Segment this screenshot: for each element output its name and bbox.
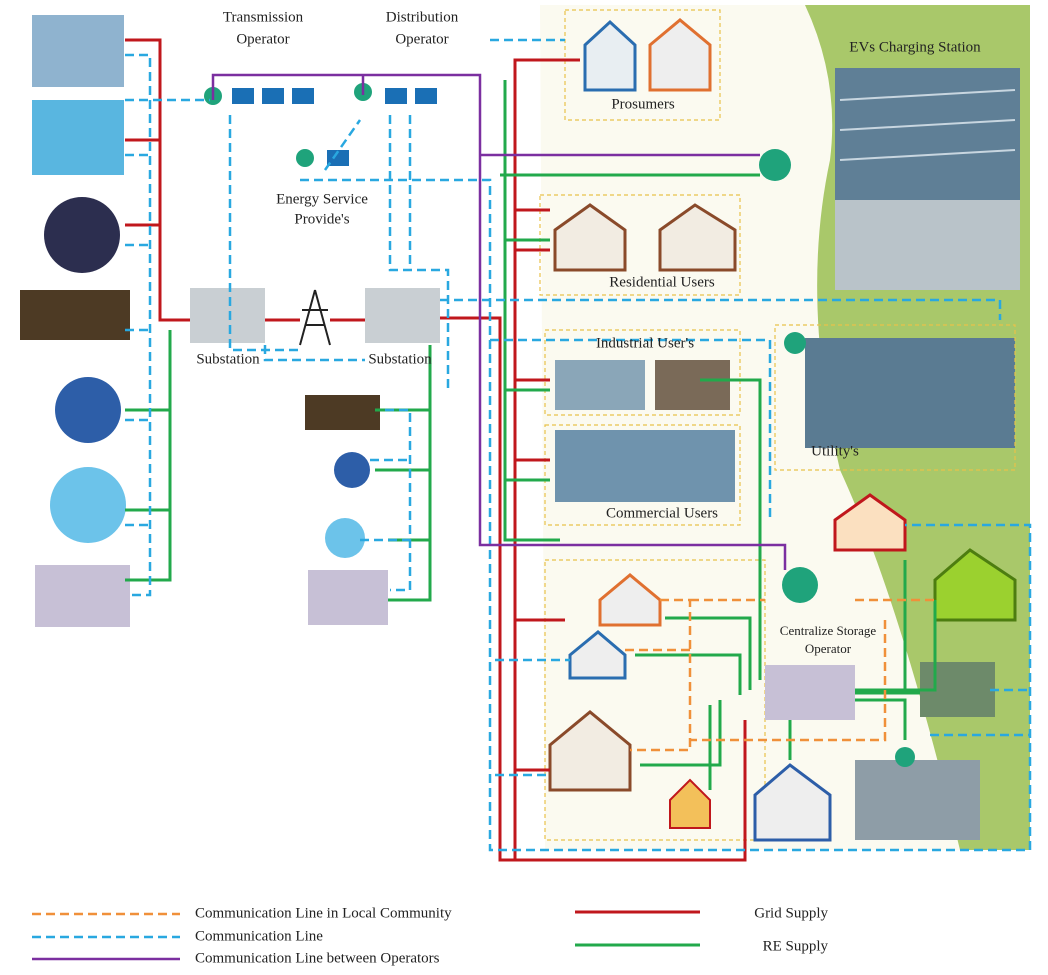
label: Commercial Users bbox=[606, 505, 718, 521]
legend-label: Communication Line bbox=[195, 928, 323, 944]
label: EVs Charging Station bbox=[849, 39, 981, 55]
label: Substation bbox=[368, 351, 432, 367]
label: Operator bbox=[236, 31, 289, 47]
label: Operator bbox=[395, 31, 448, 47]
ev-image-2 bbox=[855, 760, 980, 840]
label: Distribution bbox=[386, 9, 459, 25]
substation-icon bbox=[365, 288, 440, 343]
label: Substation bbox=[196, 351, 260, 367]
power-plant-icon bbox=[32, 15, 124, 87]
tower-icon bbox=[300, 290, 330, 345]
biogas-icon bbox=[20, 290, 130, 340]
dam-icon bbox=[32, 100, 124, 175]
grid-line bbox=[125, 40, 190, 320]
battery-icon-small bbox=[308, 570, 388, 625]
biomass-icon bbox=[44, 197, 120, 273]
utility-image bbox=[805, 338, 1015, 448]
legend-label: Grid Supply bbox=[754, 905, 828, 921]
label: Operator bbox=[805, 641, 852, 656]
storage-icon bbox=[765, 665, 855, 720]
solar-icon-small bbox=[334, 452, 370, 488]
legend: Communication Line in Local Community Co… bbox=[32, 905, 828, 966]
industrial-image bbox=[555, 360, 645, 410]
legend-label: Communication Line in Local Community bbox=[195, 905, 452, 921]
commercial-image bbox=[555, 430, 735, 502]
label: Energy Service bbox=[276, 191, 368, 207]
label: Utility's bbox=[811, 443, 859, 459]
substation-icon bbox=[190, 288, 265, 343]
battery-icon bbox=[35, 565, 130, 627]
label: Centralize Storage bbox=[780, 623, 877, 638]
biogas-icon-small bbox=[305, 395, 380, 430]
label: Industrial User's bbox=[596, 335, 694, 351]
ev-car bbox=[835, 200, 1020, 290]
label: Transmission bbox=[223, 9, 304, 25]
re-line bbox=[125, 330, 430, 600]
label: Residential Users bbox=[609, 274, 715, 290]
legend-label: Communication Line between Operators bbox=[195, 950, 440, 966]
diagram: Transmission Operator Distribution Opera… bbox=[0, 0, 1048, 975]
industrial-image bbox=[655, 360, 730, 410]
legend-label: RE Supply bbox=[763, 938, 829, 954]
label: Prosumers bbox=[611, 96, 674, 112]
label: Provide's bbox=[294, 211, 349, 227]
wind-icon bbox=[50, 467, 126, 543]
wind-icon-small bbox=[325, 518, 365, 558]
solar-icon bbox=[55, 377, 121, 443]
